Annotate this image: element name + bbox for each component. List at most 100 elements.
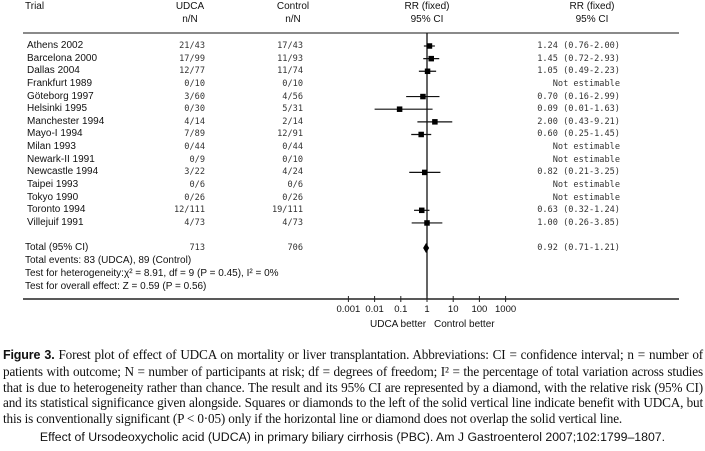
point-estimate-square: [428, 55, 434, 62]
x-tick-label: 0.1: [394, 304, 407, 315]
udca-events: 0/44: [184, 142, 205, 153]
trial-name: Dallas 2004: [27, 65, 80, 77]
rr-ci-text: 1.45 (0.72-2.93): [537, 53, 620, 64]
control-events: 11/93: [277, 53, 303, 64]
udca-events: 0/6: [189, 180, 205, 191]
udca-events: 12/77: [179, 66, 205, 77]
udca-events: 12/111: [173, 205, 205, 216]
control-events: 0/10: [282, 78, 303, 89]
control-events: 0/44: [282, 142, 303, 153]
point-estimate-square: [424, 68, 431, 75]
total-label: Total (95% CI): [25, 242, 89, 253]
control-events: 5/31: [282, 104, 303, 115]
rr-ci-text: 0.09 (0.01-1.63): [537, 104, 620, 115]
rr-ci-text: Not estimable: [552, 142, 620, 153]
figure-caption: Figure 3. Forest plot of effect of UDCA …: [3, 347, 703, 427]
udca-better-label: UDCA better: [370, 319, 427, 330]
rr-ci-text: 1.05 (0.49-2.23): [537, 66, 620, 77]
control-events: 11/74: [277, 66, 303, 77]
rr-ci-text: 1.24 (0.76-2.00): [537, 41, 620, 51]
point-estimate-square: [426, 43, 433, 49]
trial-name: Barcelona 2000: [27, 52, 98, 64]
total-events: Total events: 83 (UDCA), 89 (Control): [25, 255, 192, 266]
x-tick-label: 10: [448, 304, 459, 315]
total-rr-text: 0.92 (0.71-1.21): [537, 243, 620, 253]
udca-events: 3/22: [184, 167, 205, 178]
forest-plot: 0.001 0.01 0.1 1 10 100 1000: [23, 32, 679, 315]
rr-ci-text: Not estimable: [552, 78, 620, 89]
control-events: 19/111: [271, 205, 303, 216]
x-tick-label: 1: [424, 304, 429, 315]
udca-events: 0/26: [184, 192, 205, 203]
trial-name: Toronto 1994: [27, 204, 86, 216]
total-control: 706: [287, 243, 303, 253]
header-rr-text: RR (fixed): [569, 1, 615, 12]
point-estimate-square: [424, 220, 430, 226]
caption-label: Figure 3.: [3, 348, 55, 362]
trial-name: Frankfurt 1989: [27, 77, 93, 89]
udca-events: 0/30: [184, 104, 205, 115]
trial-name: Newcastle 1994: [27, 166, 99, 178]
point-estimate-square: [396, 106, 403, 112]
rr-ci-text: Not estimable: [552, 154, 620, 165]
header-control-sub: n/N: [285, 14, 301, 25]
trial-name: Mayo-I 1994: [27, 128, 83, 140]
heterogeneity-test: Test for heterogeneity:χ² = 8.91, df = 9…: [25, 268, 279, 279]
point-estimate-square: [418, 207, 425, 214]
header-udca-sub: n/N: [182, 14, 198, 25]
control-better-label: Control better: [434, 319, 495, 330]
point-estimate-square: [421, 169, 428, 176]
x-tick-label: 0.01: [365, 304, 384, 315]
rr-ci-text: Not estimable: [552, 180, 620, 191]
rr-ci-text: 0.63 (0.32-1.24): [537, 205, 620, 216]
control-events: 0/6: [287, 180, 303, 191]
trial-name: Helsinki 1995: [27, 103, 88, 115]
point-estimate-square: [420, 93, 426, 100]
x-tick-label: 1000: [495, 304, 516, 315]
udca-events: 0/9: [189, 154, 205, 165]
control-events: 0/10: [282, 154, 303, 165]
control-events: 12/91: [277, 129, 303, 140]
control-events: 17/43: [277, 41, 303, 51]
udca-events: 0/10: [184, 78, 205, 89]
point-estimate-square: [418, 131, 424, 138]
trial-name: Milan 1993: [27, 141, 76, 153]
rr-ci-text: 0.70 (0.16-2.99): [537, 91, 620, 102]
header-rr-plot: RR (fixed): [404, 1, 450, 12]
header-trial: Trial: [25, 1, 45, 12]
control-events: 2/14: [282, 116, 303, 127]
point-estimate-square: [432, 119, 438, 125]
udca-events: 7/89: [184, 129, 205, 140]
total-udca: 713: [189, 243, 205, 253]
trial-name: Athens 2002: [27, 40, 84, 51]
udca-events: 17/99: [179, 53, 205, 64]
overall-effect-test: Test for overall effect: Z = 0.59 (P = 0…: [25, 281, 207, 292]
trial-name: Taipei 1993: [27, 179, 79, 191]
citation: Effect of Ursodeoxycholic acid (UDCA) in…: [39, 430, 666, 444]
control-events: 4/73: [282, 217, 303, 228]
trial-name: Newark-II 1991: [27, 153, 95, 165]
x-tick-label: 0.001: [337, 304, 361, 315]
header-rr-plot-sub: 95% CI: [410, 14, 444, 25]
header-rr-text-sub: 95% CI: [575, 14, 609, 25]
udca-events: 4/14: [184, 116, 205, 127]
trial-name: Tokyo 1990: [27, 191, 79, 203]
trial-name: Villejuif 1991: [27, 216, 84, 228]
control-events: 0/26: [282, 192, 303, 203]
total-diamond: [423, 243, 430, 253]
rr-ci-text: Not estimable: [552, 192, 620, 203]
header-udca: UDCA: [175, 1, 205, 12]
udca-events: 21/43: [179, 41, 205, 51]
control-events: 4/24: [282, 167, 303, 178]
trial-name: Manchester 1994: [27, 115, 105, 127]
rr-ci-text: 1.00 (0.26-3.85): [537, 217, 620, 228]
udca-events: 3/60: [184, 91, 205, 102]
udca-events: 4/73: [184, 217, 205, 228]
header-control: Control: [276, 1, 310, 12]
trial-name: Göteborg 1997: [27, 90, 94, 102]
rr-ci-text: 2.00 (0.43-9.21): [537, 116, 620, 127]
rr-ci-text: 0.60 (0.25-1.45): [537, 129, 620, 140]
x-tick-label: 100: [471, 304, 487, 315]
rr-ci-text: 0.82 (0.21-3.25): [537, 167, 620, 178]
